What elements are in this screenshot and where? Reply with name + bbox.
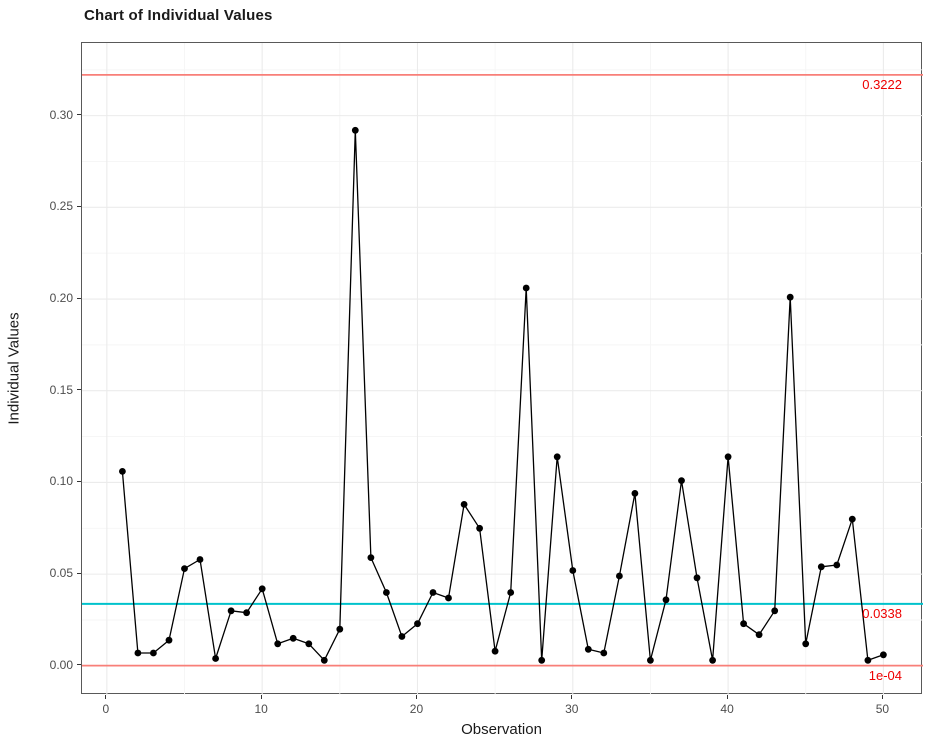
x-tick-label: 10 [254,702,268,716]
data-point [709,656,716,664]
data-point [414,620,421,628]
data-point [212,655,220,662]
data-point [817,563,825,571]
data-point [647,656,654,664]
y-tick-mark [77,572,81,574]
y-tick-label: 0.20 [49,291,73,306]
data-point [258,585,266,593]
data-point [522,284,530,292]
data-point [320,656,328,664]
data-point [864,656,872,664]
data-point [383,589,390,596]
data-point [631,490,639,497]
data-point [755,631,763,639]
data-point [600,649,608,657]
data-point [538,656,546,664]
data-point [740,620,747,628]
data-point [833,561,841,569]
center-line-label: 0.0338 [862,605,902,621]
y-tick-mark [77,664,81,666]
data-point [476,524,483,532]
plot-svg [82,43,923,695]
x-axis-title: Observation [461,721,542,738]
data-point [802,640,810,648]
y-tick-label: 0.25 [49,199,73,214]
x-tick-label: 40 [720,702,734,716]
data-point [693,574,701,582]
y-tick-label: 0.15 [49,382,73,397]
y-tick-mark [77,297,81,299]
y-tick-mark [77,114,81,116]
data-point [460,501,468,508]
data-point [305,640,313,648]
data-point [119,468,126,475]
data-point [678,477,685,484]
data-point [429,589,437,596]
data-point [243,609,251,617]
data-point [616,572,623,580]
data-point [150,649,157,657]
series-line [121,129,884,661]
y-tick-mark [77,480,81,482]
data-point [274,640,282,648]
data-point [398,633,406,640]
data-point [351,126,359,134]
y-tick-label: 0.10 [49,474,73,489]
data-point [336,625,344,633]
data-point [165,636,173,644]
data-point [367,554,375,561]
lower-limit-label: 1e-04 [868,667,902,683]
y-tick-label: 0.00 [49,657,73,672]
y-axis-title: Individual Values [5,312,23,425]
x-tick-mark [260,695,262,699]
y-tick-mark [77,205,81,207]
data-point [771,607,779,615]
data-point [584,645,592,653]
data-point [227,607,235,615]
data-point [507,589,515,596]
x-tick-mark [571,695,573,699]
x-tick-label: 50 [875,702,890,716]
upper-limit-label: 0.3222 [862,76,902,92]
chart-title: Chart of Individual Values [84,7,273,24]
data-point [786,293,794,301]
data-point [553,453,561,461]
data-point [662,596,670,604]
x-tick-mark [881,695,883,699]
x-tick-label: 30 [565,702,579,716]
data-point [181,565,188,572]
data-point [289,634,297,642]
data-point [445,594,452,602]
data-point [196,556,204,563]
x-tick-mark [105,695,107,699]
data-point [569,567,577,574]
y-tick-label: 0.05 [49,566,73,581]
data-point [134,649,142,657]
data-point [848,515,856,523]
x-tick-label: 20 [409,702,424,716]
x-tick-mark [415,695,417,699]
x-tick-mark [726,695,728,699]
data-point [880,651,887,659]
y-tick-label: 0.30 [49,107,73,122]
y-tick-mark [77,389,81,391]
x-tick-label: 0 [102,702,110,716]
data-point [724,453,732,461]
plot-panel [81,42,923,695]
data-point [491,647,499,655]
